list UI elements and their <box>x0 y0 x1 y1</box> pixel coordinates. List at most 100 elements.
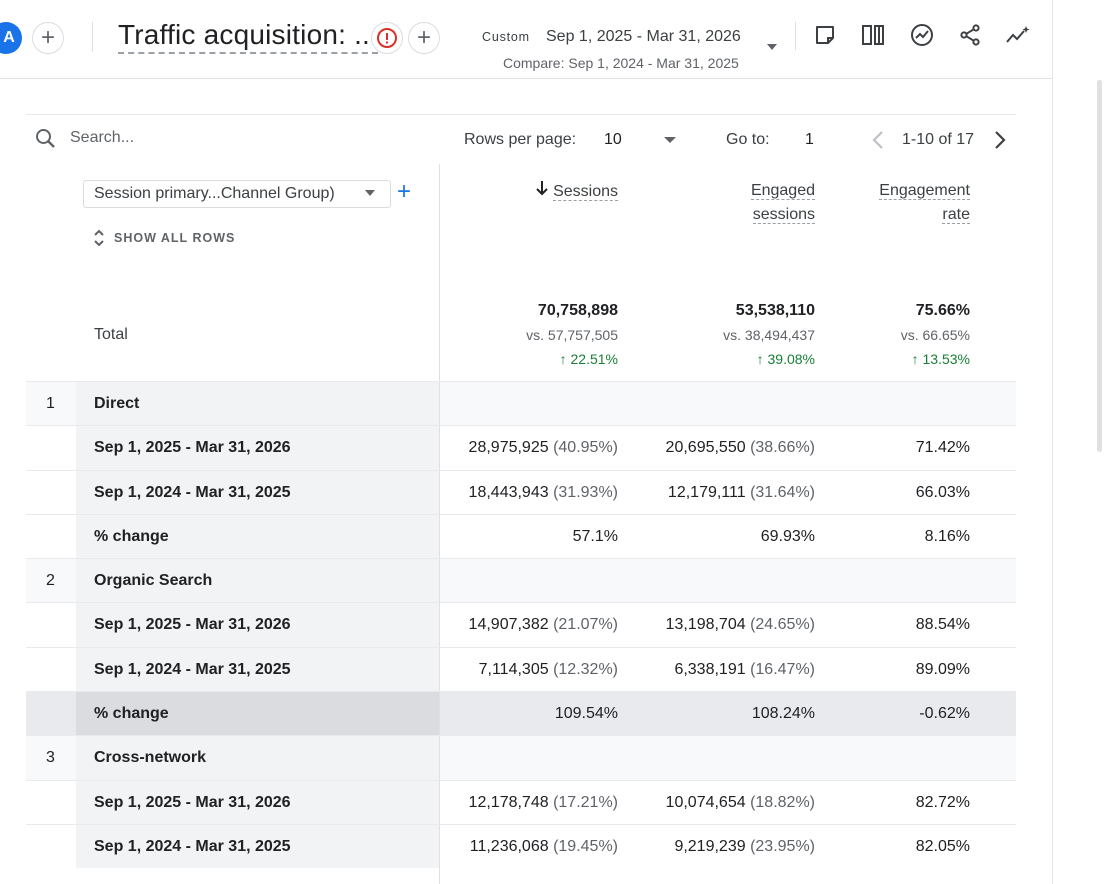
expand-icon <box>94 229 104 247</box>
report-alert-button[interactable] <box>371 22 403 54</box>
engaged-value: 12,179,111 <box>667 483 746 501</box>
header-divider <box>795 22 796 50</box>
date-range[interactable]: Sep 1, 2025 - Mar 31, 2026 <box>546 28 741 45</box>
chevron-down-icon[interactable] <box>365 190 375 196</box>
sessions-percent: (21.07%) <box>553 616 618 634</box>
sparkle-trend-icon <box>1006 26 1030 43</box>
alert-icon <box>377 28 397 48</box>
sessions-total: 70,758,898 vs. 57,757,505 ↑ 22.51% <box>470 300 618 370</box>
plus-icon: + <box>397 178 412 205</box>
plus-icon: + <box>416 24 431 51</box>
sessions-cell: 57.1% <box>446 528 618 546</box>
engaged-cell: 69.93% <box>626 528 815 546</box>
chevron-right-icon[interactable] <box>990 128 1010 152</box>
engaged-sessions-column-header[interactable]: Engaged sessions <box>680 179 815 227</box>
engaged-percent: (16.47%) <box>750 660 815 678</box>
goto-label: Go to: <box>726 131 770 148</box>
rate-header-label-2: rate <box>942 206 970 224</box>
sessions-total-change: ↑ 22.51% <box>559 351 618 367</box>
sessions-value: 109.54% <box>554 705 618 723</box>
column-divider <box>439 382 440 426</box>
data-table: 1 Direct Sep 1, 2025 - Mar 31, 2026 28,975,… <box>26 381 1016 869</box>
sessions-total-compare: vs. 57,757,505 <box>526 327 618 343</box>
rate-header-label-1: Engagement <box>879 182 970 200</box>
dimension-cell <box>76 514 440 559</box>
table-row[interactable]: % change 109.54% 108.24% -0.62% <box>26 691 1016 736</box>
chevron-down-icon[interactable] <box>664 137 676 143</box>
search-input[interactable] <box>70 129 270 147</box>
engaged-cell: 10,074,654 (18.82%) <box>626 794 815 812</box>
account-avatar[interactable]: A <box>0 22 22 54</box>
rate-cell: 66.03% <box>915 483 970 501</box>
sessions-value: 11,236,068 <box>469 837 549 855</box>
engaged-total-value: 53,538,110 <box>735 302 815 319</box>
sessions-value: 28,975,925 <box>468 439 549 457</box>
show-all-rows-label: SHOW ALL ROWS <box>114 231 236 245</box>
sessions-value: 14,907,382 <box>468 616 549 634</box>
rate-cell: 71.42% <box>915 439 970 457</box>
row-label: % change <box>94 705 169 723</box>
dimension-cell <box>76 559 440 603</box>
chevron-left-icon[interactable] <box>868 128 888 152</box>
engaged-header-label-2: sessions <box>752 206 815 224</box>
row-number: 2 <box>46 572 55 590</box>
show-all-rows-button[interactable]: SHOW ALL ROWS <box>92 228 235 248</box>
analytics-intelligence-button[interactable] <box>1003 20 1033 50</box>
dimension-cell <box>76 824 440 869</box>
engaged-value: 13,198,704 <box>665 616 746 634</box>
engaged-cell: 13,198,704 (24.65%) <box>626 616 815 634</box>
insights-button[interactable] <box>907 20 937 50</box>
rows-per-page-select[interactable]: 10 <box>604 131 622 148</box>
scrollbar-thumb[interactable] <box>1097 80 1102 452</box>
column-divider <box>439 426 440 470</box>
page-title[interactable]: Traffic acquisition: ... <box>118 18 379 54</box>
sessions-column-header[interactable]: Sessions <box>470 179 618 205</box>
table-row[interactable]: Sep 1, 2024 - Mar 31, 2025 11,236,068 (19… <box>26 823 1016 869</box>
row-number: 3 <box>46 749 55 767</box>
pagination-text: 1-10 of 17 <box>902 131 975 148</box>
dimension-cell <box>76 647 440 692</box>
engaged-value: 9,219,239 <box>674 837 746 855</box>
add-comparison-button[interactable]: + <box>32 22 64 54</box>
column-divider <box>439 692 440 736</box>
table-group-row[interactable]: 1 Direct <box>26 381 1016 426</box>
table-row[interactable]: Sep 1, 2025 - Mar 31, 2026 14,907,382 (21… <box>26 602 1016 647</box>
header-divider <box>92 22 93 52</box>
dimension-select[interactable]: Session primary...Channel Group) <box>83 180 391 208</box>
rate-total-value: 75.66% <box>915 302 970 319</box>
row-label: Sep 1, 2024 - Mar 31, 2025 <box>94 483 291 501</box>
table-row[interactable]: Sep 1, 2024 - Mar 31, 2025 7,114,305 (12.… <box>26 646 1016 692</box>
table-group-row[interactable]: 3 Cross-network <box>26 735 1016 780</box>
table-group-row[interactable]: 2 Organic Search <box>26 558 1016 603</box>
engaged-percent: (23.95%) <box>750 837 815 855</box>
sessions-value: 7,114,305 <box>478 660 549 678</box>
engaged-total: 53,538,110 vs. 38,494,437 ↑ 39.08% <box>665 300 815 370</box>
table-row[interactable]: % change 57.1% 69.93% 8.16% <box>26 513 1016 559</box>
table-row[interactable]: Sep 1, 2025 - Mar 31, 2026 28,975,925 (40… <box>26 425 1016 470</box>
goto-input[interactable]: 1 <box>805 131 814 148</box>
page-scrollbar[interactable] <box>1052 0 1104 884</box>
share-button[interactable] <box>955 20 985 50</box>
row-label: Sep 1, 2025 - Mar 31, 2026 <box>94 439 291 457</box>
share-note-button[interactable] <box>810 20 840 50</box>
table-row[interactable]: Sep 1, 2025 - Mar 31, 2026 12,178,748 (17… <box>26 779 1016 824</box>
compare-button[interactable] <box>858 20 888 50</box>
plus-icon: + <box>40 24 55 51</box>
rate-cell: 82.72% <box>915 793 970 811</box>
table-row[interactable]: Sep 1, 2024 - Mar 31, 2025 18,443,943 (31… <box>26 469 1016 514</box>
row-label: % change <box>94 527 169 545</box>
dimension-cell <box>76 692 440 736</box>
dimension-cell <box>76 382 440 426</box>
date-preset-label[interactable]: Custom <box>482 30 530 44</box>
add-dimension-button[interactable]: + <box>397 178 411 206</box>
date-dropdown-icon[interactable] <box>767 44 777 50</box>
engaged-value: 10,074,654 <box>665 793 746 811</box>
report-header: A + Traffic acquisition: ... + Custom Se… <box>0 0 1052 79</box>
engagement-rate-column-header[interactable]: Engagement rate <box>840 179 970 227</box>
sessions-cell: 12,178,748 (17.21%) <box>446 794 618 812</box>
dimension-cell <box>76 470 440 514</box>
add-filter-button[interactable]: + <box>408 22 440 54</box>
sessions-value: 57.1% <box>572 527 618 545</box>
compare-range[interactable]: Compare: Sep 1, 2024 - Mar 31, 2025 <box>503 55 739 71</box>
rate-total-compare: vs. 66.65% <box>900 327 970 343</box>
